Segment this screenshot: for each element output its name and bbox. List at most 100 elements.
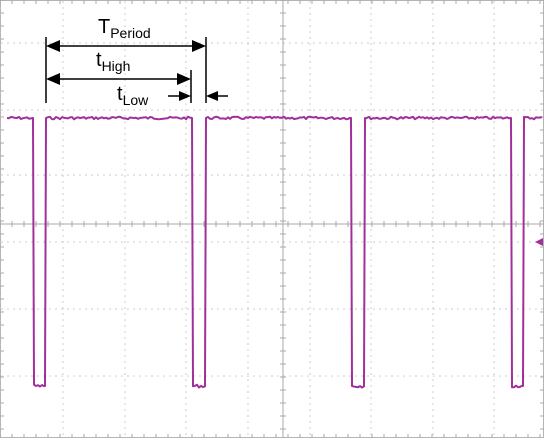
grid-dot — [432, 139, 434, 141]
grid-dot — [415, 375, 417, 377]
grid-dot — [370, 49, 372, 51]
grid-dot — [259, 174, 261, 176]
grid-dot — [432, 7, 434, 9]
grid-dot — [385, 308, 387, 310]
grid-dot — [349, 42, 351, 44]
grid-dot — [175, 174, 177, 176]
grid-dot — [309, 61, 311, 63]
grid-dot — [432, 103, 434, 105]
grid-dot — [55, 174, 57, 176]
grid-dot — [13, 174, 15, 176]
grid-dot — [124, 337, 126, 339]
grid-dot — [0, 247, 1, 249]
grid-dot — [223, 308, 225, 310]
grid-dot — [463, 42, 465, 44]
grid-dot — [7, 241, 9, 243]
grid-dot — [124, 121, 126, 123]
grid-dot — [97, 42, 99, 44]
grid-dot — [0, 67, 1, 69]
grid-dot — [0, 175, 1, 177]
grid-dot — [370, 61, 372, 63]
grid-dot — [124, 433, 126, 435]
grid-dot — [247, 133, 249, 135]
grid-dot — [432, 91, 434, 93]
grid-dot — [277, 308, 279, 310]
grid-dot — [535, 42, 537, 44]
grid-dot — [319, 109, 321, 111]
grid-dot — [325, 109, 327, 111]
grid-dot — [493, 49, 495, 51]
grid-dot — [185, 193, 187, 195]
grid-dot — [493, 289, 495, 291]
grid-dot — [241, 375, 243, 377]
grid-dot — [124, 187, 126, 189]
grid-dot — [139, 241, 141, 243]
grid-dot — [432, 115, 434, 117]
grid-dot — [73, 241, 75, 243]
grid-dot — [325, 241, 327, 243]
grid-dot — [193, 241, 195, 243]
grid-dot — [313, 174, 315, 176]
grid-dot — [475, 375, 477, 377]
grid-dot — [307, 174, 309, 176]
grid-dot — [432, 73, 434, 75]
grid-dot — [62, 331, 64, 333]
grid-dot — [247, 409, 249, 411]
grid-dot — [211, 109, 213, 111]
grid-dot — [373, 174, 375, 176]
grid-dot — [283, 42, 285, 44]
grid-dot — [127, 375, 129, 377]
grid-dot — [211, 308, 213, 310]
grid-dot — [0, 199, 1, 201]
grid-dot — [493, 163, 495, 165]
grid-dot — [343, 42, 345, 44]
grid-dot — [445, 241, 447, 243]
grid-dot — [62, 283, 64, 285]
grid-dot — [247, 325, 249, 327]
grid-dot — [0, 31, 1, 33]
grid-dot — [331, 241, 333, 243]
grid-dot — [85, 109, 87, 111]
grid-dot — [185, 73, 187, 75]
grid-dot — [103, 42, 105, 44]
grid-dot — [185, 289, 187, 291]
grid-dot — [124, 307, 126, 309]
grid-dot — [343, 241, 345, 243]
grid-dot — [124, 343, 126, 345]
grid-dot — [309, 379, 311, 381]
t-period-label-main: T — [98, 16, 110, 38]
grid-dot — [309, 265, 311, 267]
grid-dot — [25, 42, 27, 44]
grid-dot — [85, 375, 87, 377]
grid-dot — [247, 127, 249, 129]
grid-dot — [223, 241, 225, 243]
grid-dot — [187, 308, 189, 310]
grid-dot — [457, 174, 459, 176]
grid-dot — [185, 163, 187, 165]
grid-dot — [439, 42, 441, 44]
grid-dot — [124, 193, 126, 195]
grid-dot — [61, 109, 63, 111]
grid-dot — [432, 283, 434, 285]
grid-dot — [432, 163, 434, 165]
grid-dot — [169, 109, 171, 111]
grid-dot — [457, 375, 459, 377]
grid-dot — [421, 241, 423, 243]
grid-dot — [421, 308, 423, 310]
grid-dot — [62, 67, 64, 69]
grid-dot — [187, 109, 189, 111]
grid-dot — [13, 375, 15, 377]
grid-dot — [309, 49, 311, 51]
grid-dot — [247, 391, 249, 393]
grid-dot — [62, 7, 64, 9]
grid-dot — [235, 375, 237, 377]
grid-dot — [370, 115, 372, 117]
grid-dot — [309, 367, 311, 369]
grid-dot — [432, 175, 434, 177]
grid-dot — [493, 241, 495, 243]
grid-dot — [43, 174, 45, 176]
grid-dot — [433, 42, 435, 44]
grid-dot — [139, 42, 141, 44]
grid-dot — [145, 308, 147, 310]
grid-dot — [185, 337, 187, 339]
